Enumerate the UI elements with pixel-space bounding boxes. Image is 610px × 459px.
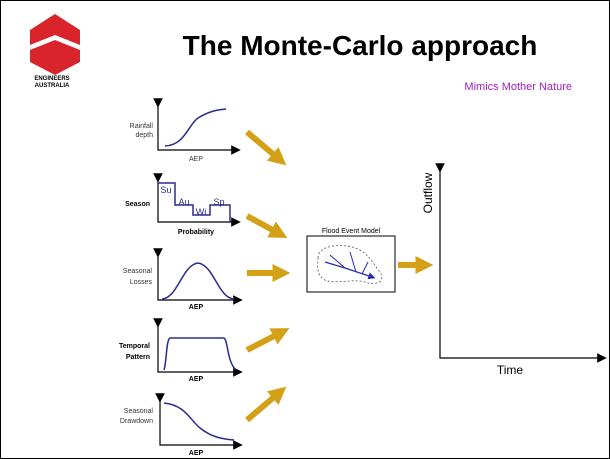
bar-label: Wi (196, 207, 207, 217)
y-label: Temporal (119, 343, 150, 350)
y-label: Seasonal (124, 408, 154, 415)
y-label: depth (135, 132, 153, 139)
y-label: Rainfall (130, 123, 154, 130)
bar-label: Sp (213, 197, 224, 207)
y-label: Outflow (421, 172, 435, 213)
x-label: AEP (189, 376, 204, 383)
y-label: Drawdown (120, 418, 153, 425)
logo-text: AUSTRALIA (35, 83, 70, 89)
y-label: Pattern (126, 354, 150, 361)
y-label: Losses (130, 279, 153, 286)
bar-label: Su (160, 185, 171, 195)
y-label: Seasonal (123, 268, 153, 275)
y-label: Season (125, 201, 150, 208)
bar-label: Au (178, 197, 189, 207)
x-label: AEP (189, 450, 204, 457)
subtitle: Mimics Mother Nature (464, 81, 572, 93)
title: The Monte-Carlo approach (183, 30, 538, 61)
slide: ENGINEERS AUSTRALIA The Monte-Carlo appr… (0, 0, 610, 459)
x-label: AEP (189, 156, 203, 163)
x-label: Probability (178, 229, 214, 236)
x-label: AEP (189, 304, 204, 311)
model-label: Flood Event Model (322, 228, 381, 235)
x-label: Time (497, 363, 524, 377)
logo-text: ENGINEERS (34, 76, 69, 82)
model-box: Flood Event Model (307, 228, 395, 292)
slide-border (1, 1, 610, 459)
